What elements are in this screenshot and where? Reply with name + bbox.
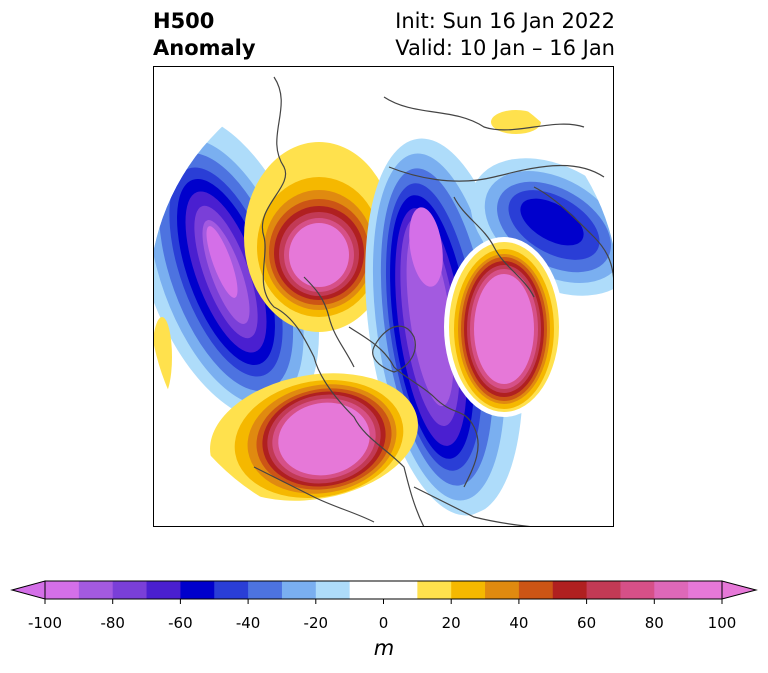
title-variable: H500 <box>153 9 215 33</box>
colorbar-tick-label: -80 <box>100 614 125 632</box>
colorbar-tick-label: -100 <box>27 614 63 632</box>
colorbar-cell <box>214 581 249 599</box>
colorbar <box>10 580 758 604</box>
map-title-right: Init: Sun 16 Jan 2022 Valid: 10 Jan – 16… <box>395 8 615 62</box>
greenland-small-ridge <box>491 110 541 134</box>
map-title-left: H500 Anomaly <box>153 8 256 62</box>
colorbar-cell <box>417 581 452 599</box>
colorbar-cell <box>146 581 181 599</box>
colorbar-cell <box>248 581 283 599</box>
colorbar-tick-label: -20 <box>303 614 329 632</box>
colorbar-cell <box>485 581 520 599</box>
colorbar-cell <box>112 581 148 599</box>
colorbar-tick-label: 60 <box>577 614 597 632</box>
colorbar-cell <box>586 581 621 599</box>
colorbar-cell <box>180 581 215 599</box>
colorbar-max-extend-arrow <box>721 580 758 600</box>
colorbar-tick-label: 40 <box>509 614 529 632</box>
colorbar-cell <box>349 581 418 599</box>
title-anomaly: Anomaly <box>153 36 256 60</box>
colorbar-cell <box>451 581 486 599</box>
western-us-ridge <box>210 373 418 501</box>
colorbar-tick-label: 0 <box>378 614 389 632</box>
colorbar-tick-label: 80 <box>644 614 664 632</box>
colorbar-cell <box>281 581 317 599</box>
colorbar-cell <box>315 581 351 599</box>
map-panel <box>153 66 614 527</box>
colorbar-cell <box>688 581 723 599</box>
title-init-date: Init: Sun 16 Jan 2022 <box>395 9 615 33</box>
colorbar-cell <box>654 581 689 599</box>
colorbar-tick-label: -60 <box>168 614 193 632</box>
colorbar-tick-label: 20 <box>441 614 461 632</box>
title-valid-range: Valid: 10 Jan – 16 Jan <box>395 36 615 60</box>
colorbar-cell <box>552 581 588 599</box>
colorbar-cell <box>518 581 554 599</box>
north-atlantic-ridge <box>444 237 564 417</box>
colorbar-tick-label: -40 <box>235 614 261 632</box>
colorbar-cell <box>78 581 114 599</box>
colorbar-unit-label: m <box>373 636 395 660</box>
colorbar-min-extend-arrow <box>10 580 46 600</box>
anomaly-map <box>154 76 613 526</box>
colorbar-cell <box>620 581 655 599</box>
coastlines <box>253 76 613 526</box>
alaska-ridge <box>244 142 394 332</box>
colorbar-cell <box>45 581 80 599</box>
colorbar-tick-label: 100 <box>707 614 737 632</box>
